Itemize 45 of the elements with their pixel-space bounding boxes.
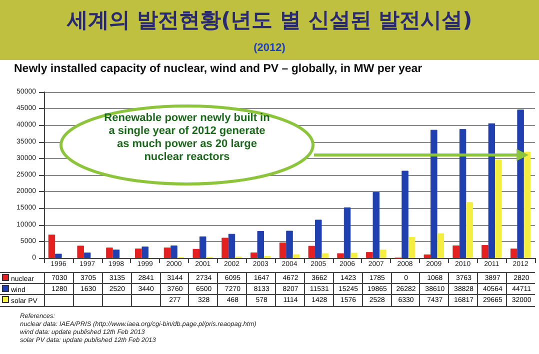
chart-subtitle: (2012)	[252, 42, 286, 54]
bar	[48, 234, 56, 258]
bar	[292, 254, 300, 258]
bar	[466, 202, 473, 258]
bar	[77, 246, 84, 258]
bar	[459, 129, 466, 258]
bar	[106, 248, 113, 258]
bar	[257, 231, 264, 258]
bar	[495, 160, 502, 258]
bar	[366, 252, 373, 258]
x-axis-title: Newly installed capacity of nuclear, wind and PV – globally, in MW per year	[14, 63, 422, 75]
annotation: Renewable power newly built in a single year of 2012 generate as much power as 20 large nuclear reactors	[103, 112, 271, 164]
bar	[408, 236, 416, 258]
bar	[55, 254, 62, 258]
bar	[315, 220, 322, 258]
bar	[437, 233, 444, 258]
bar	[510, 248, 518, 258]
bar	[170, 246, 178, 258]
bar	[84, 252, 91, 258]
bar	[344, 207, 351, 258]
bar	[488, 123, 496, 258]
bar	[164, 248, 171, 258]
bar	[142, 246, 148, 258]
bar	[337, 253, 344, 258]
bar	[350, 252, 358, 258]
bar	[372, 192, 380, 258]
bar	[430, 130, 438, 258]
bar	[199, 236, 206, 258]
bar	[402, 170, 408, 258]
bar	[308, 246, 316, 258]
bar	[112, 250, 120, 258]
bar	[279, 242, 286, 258]
bar	[228, 234, 236, 258]
bar	[250, 252, 258, 258]
bar	[482, 245, 488, 258]
bar	[286, 230, 293, 258]
bar	[424, 254, 431, 258]
bar	[134, 248, 142, 258]
callout-bubble: Renewable power newly built in a single year of 2012 generate as much power as 20 large nuclear reactors	[58, 104, 316, 186]
bar	[380, 250, 386, 258]
bar	[452, 246, 460, 258]
bar	[322, 253, 328, 258]
bar	[222, 238, 228, 258]
chart-title: 세계의 발전현황(년도 별 신설된 발전시설)	[66, 7, 474, 34]
bar	[192, 248, 200, 258]
